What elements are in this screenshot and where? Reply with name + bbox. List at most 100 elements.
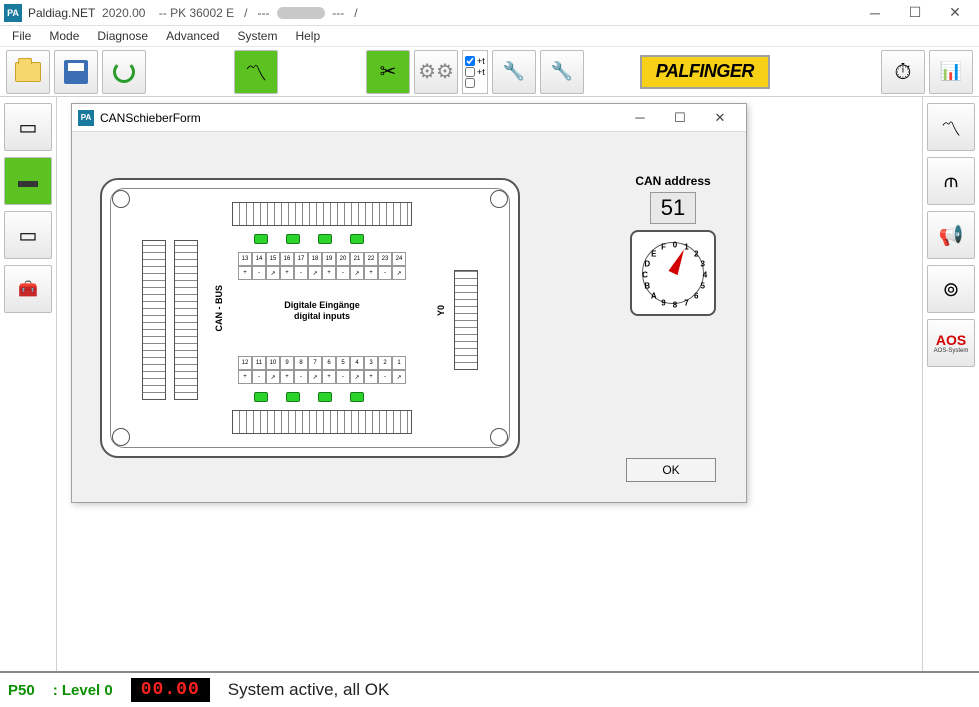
menu-help[interactable]: Help <box>287 27 328 45</box>
led-icon <box>286 392 300 402</box>
menu-file[interactable]: File <box>4 27 39 45</box>
save-icon <box>64 60 88 84</box>
address-dial[interactable]: 0123456789ABCDEF <box>630 230 716 316</box>
canvas: PA CANSchieberForm ─ ☐ ✕ <box>56 97 923 671</box>
menubar: File Mode Diagnose Advanced System Help <box>0 26 979 47</box>
led-icon <box>286 234 300 244</box>
check-2[interactable]: +t <box>465 67 485 77</box>
chart-button[interactable]: 📊 <box>929 50 973 94</box>
main-titlebar: PA Paldiag.NET 2020.00 -- PK 36002 E / -… <box>0 0 979 26</box>
check-1[interactable]: +t <box>465 56 485 66</box>
left-sidebar: ▭ ▬ ▭ 🧰 <box>0 97 56 671</box>
tool-2-button[interactable]: ⫙ <box>927 157 975 205</box>
status-code: P50 <box>8 682 35 699</box>
led-icon <box>254 392 268 402</box>
timer-button[interactable]: ⏱ <box>881 50 925 94</box>
titlebar-text: Paldiag.NET 2020.00 -- PK 36002 E / --- … <box>28 6 358 20</box>
module-1-button[interactable]: ▭ <box>4 103 52 151</box>
close-button[interactable]: ✕ <box>935 0 975 26</box>
maximize-button[interactable]: ☐ <box>895 0 935 26</box>
screw-icon <box>490 190 508 208</box>
app-version: 2020.00 <box>102 6 145 20</box>
can-address-label: CAN address <box>630 174 716 188</box>
tool-1-button[interactable]: 〽 <box>927 103 975 151</box>
dialog-close[interactable]: ✕ <box>700 104 740 132</box>
brand-logo: PALFINGER <box>640 55 770 89</box>
led-icon <box>350 392 364 402</box>
can-address-value: 51 <box>650 192 696 224</box>
crane-arm-icon: 〽 <box>941 113 961 142</box>
right-connector <box>454 270 478 370</box>
app-model: -- PK 36002 E <box>159 6 234 20</box>
tool-4-button[interactable]: ⊚ <box>927 265 975 313</box>
check-3[interactable] <box>465 78 485 88</box>
timer-icon: ⏱ <box>894 59 911 85</box>
minimize-button[interactable]: ─ <box>855 0 895 26</box>
config-a-button[interactable]: 🔧 <box>492 50 536 94</box>
open-button[interactable] <box>6 50 50 94</box>
status-message: System active, all OK <box>228 680 390 700</box>
top-connector <box>232 202 412 226</box>
aos-sublabel: AOS-System <box>934 348 969 354</box>
config-b-icon: 🔧 <box>551 61 573 82</box>
module-3-icon: ▭ <box>19 223 38 248</box>
left-connector-2 <box>174 240 198 400</box>
horn-icon: 📢 <box>939 223 964 248</box>
screw-icon <box>490 428 508 446</box>
menu-advanced[interactable]: Advanced <box>158 27 227 45</box>
module-1-icon: ▭ <box>19 115 38 140</box>
redacted <box>277 7 325 19</box>
canbus-label: CAN - BUS <box>214 285 224 332</box>
menu-mode[interactable]: Mode <box>41 27 87 45</box>
sep: / <box>244 6 247 20</box>
tool-3-button[interactable]: 📢 <box>927 211 975 259</box>
bottom-io-grid: 121110987654321+-↗+-↗+-↗+-↗ <box>238 356 406 384</box>
grab-icon: ✂ <box>380 59 397 84</box>
aos-button[interactable]: AOS AOS-System <box>927 319 975 367</box>
config-b-button[interactable]: 🔧 <box>540 50 584 94</box>
time-checks: +t +t <box>462 50 488 94</box>
crane-button[interactable]: 〽 <box>234 50 278 94</box>
can-dialog: PA CANSchieberForm ─ ☐ ✕ <box>71 103 747 503</box>
dialog-maximize[interactable]: ☐ <box>660 104 700 132</box>
circuit-board: 131415161718192021222324+-↗+-↗+-↗+-↗ Dig… <box>100 178 520 458</box>
grab-button[interactable]: ✂ <box>366 50 410 94</box>
winch-icon: ⊚ <box>943 277 960 302</box>
y0-label: Y0 <box>436 305 446 316</box>
save-button[interactable] <box>54 50 98 94</box>
dashes: --- <box>258 6 270 20</box>
statusbar: P50 : Level 0 00.00 System active, all O… <box>0 671 979 707</box>
screw-icon <box>112 428 130 446</box>
dialog-minimize[interactable]: ─ <box>620 104 660 132</box>
config-a-icon: 🔧 <box>503 61 525 82</box>
can-address-panel: CAN address 51 0123456789ABCDEF <box>630 174 716 316</box>
module-4-button[interactable]: 🧰 <box>4 265 52 313</box>
menu-diagnose[interactable]: Diagnose <box>89 27 156 45</box>
bottom-connector <box>232 410 412 434</box>
module-2-button[interactable]: ▬ <box>4 157 52 205</box>
led-icon <box>318 234 332 244</box>
ok-button[interactable]: OK <box>626 458 716 482</box>
module-4-icon: 🧰 <box>18 279 38 299</box>
dialog-titlebar: PA CANSchieberForm ─ ☐ ✕ <box>72 104 746 132</box>
dialog-app-icon: PA <box>78 110 94 126</box>
right-sidebar: 〽 ⫙ 📢 ⊚ AOS AOS-System <box>923 97 979 671</box>
led-icon <box>254 234 268 244</box>
bottom-leds <box>254 392 364 402</box>
sep2: / <box>354 6 357 20</box>
menu-system[interactable]: System <box>229 27 285 45</box>
dialog-title: CANSchieberForm <box>100 111 201 125</box>
gears-button[interactable]: ⚙⚙ <box>414 50 458 94</box>
app-icon: PA <box>4 4 22 22</box>
window-controls: ─ ☐ ✕ <box>855 0 975 26</box>
refresh-button[interactable] <box>102 50 146 94</box>
module-2-icon: ▬ <box>18 170 38 193</box>
status-counter: 00.00 <box>131 678 210 702</box>
digital-inputs-label: Digitale Eingänge digital inputs <box>267 300 377 322</box>
led-icon <box>350 234 364 244</box>
levers-icon: ⫙ <box>944 170 958 193</box>
module-3-button[interactable]: ▭ <box>4 211 52 259</box>
dialog-body: 131415161718192021222324+-↗+-↗+-↗+-↗ Dig… <box>72 132 746 502</box>
status-level: : Level 0 <box>53 682 113 699</box>
top-io-grid: 131415161718192021222324+-↗+-↗+-↗+-↗ <box>238 252 406 280</box>
